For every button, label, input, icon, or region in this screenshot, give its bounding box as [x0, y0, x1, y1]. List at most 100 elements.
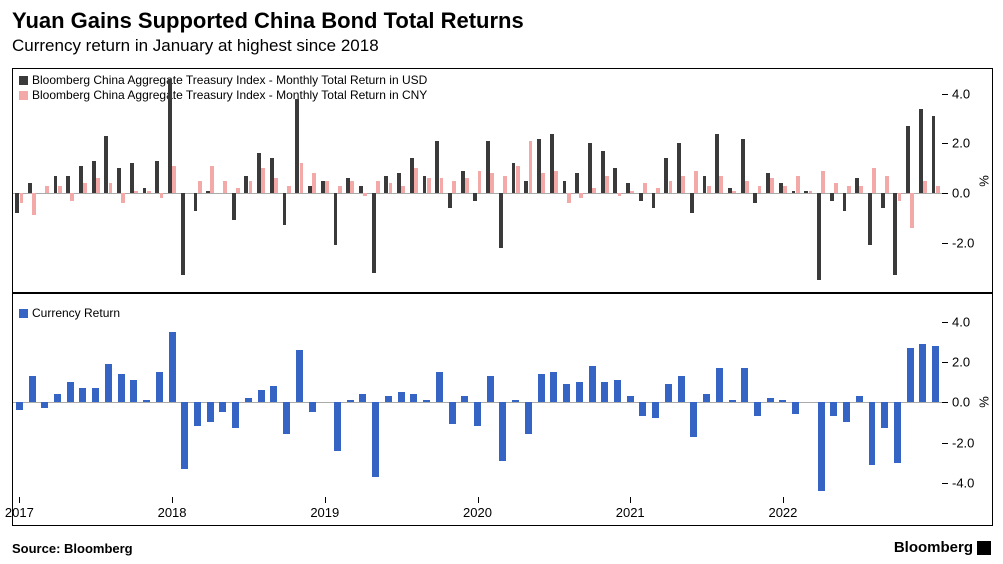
bar — [70, 193, 74, 200]
bar — [627, 396, 634, 402]
brand-icon — [977, 541, 991, 555]
bar — [563, 384, 570, 402]
bar — [525, 402, 532, 434]
bar — [172, 166, 176, 193]
bar — [67, 382, 74, 402]
bar — [219, 402, 226, 412]
bar — [134, 191, 138, 193]
yaxis-label-bottom: % — [977, 396, 992, 408]
ytick-mark — [942, 143, 948, 144]
bar — [618, 193, 622, 195]
bar — [16, 402, 23, 410]
bar — [758, 186, 762, 193]
bar — [885, 176, 889, 193]
bar — [499, 402, 506, 460]
bar — [66, 176, 70, 193]
bar — [770, 178, 774, 193]
bar — [427, 178, 431, 193]
bar — [325, 181, 329, 193]
bar — [656, 188, 660, 193]
bar — [843, 193, 847, 210]
bars-top — [13, 69, 942, 292]
zero-line — [13, 193, 942, 194]
bar — [130, 380, 137, 402]
plot-bottom — [13, 302, 942, 503]
bar — [45, 186, 49, 193]
bar — [550, 372, 557, 402]
ytick-label: 0.0 — [952, 395, 970, 410]
ytick-label: 2.0 — [952, 354, 970, 369]
bar — [613, 168, 617, 193]
bar — [669, 181, 673, 193]
bar — [589, 366, 596, 402]
bar — [767, 398, 774, 402]
bar — [372, 193, 376, 272]
bottom-panel: Currency Return % -4.0-2.00.02.04.0 — [13, 302, 992, 503]
ytick-label: -2.0 — [952, 435, 974, 450]
xtick-label: 2019 — [310, 505, 339, 520]
bar — [541, 173, 545, 193]
bar — [859, 186, 863, 193]
ytick-mark — [942, 483, 948, 484]
bar — [779, 400, 786, 402]
bar — [830, 402, 837, 416]
bar — [410, 394, 417, 402]
bar — [821, 171, 825, 193]
xtick-label: 2020 — [463, 505, 492, 520]
source-text: Source: Bloomberg — [12, 541, 133, 556]
bar — [830, 193, 834, 200]
bar — [881, 402, 888, 428]
bar — [907, 348, 914, 402]
yaxis-label-top: % — [977, 175, 992, 187]
bar — [274, 178, 278, 193]
bar — [20, 193, 24, 203]
bar — [753, 193, 757, 203]
bar — [732, 191, 736, 193]
bar — [41, 402, 48, 408]
bar — [210, 166, 214, 193]
top-panel: Bloomberg China Aggregate Treasury Index… — [13, 69, 992, 294]
bar — [223, 181, 227, 193]
bar — [232, 402, 239, 428]
bar — [932, 346, 939, 402]
bar — [283, 402, 290, 434]
bar — [652, 402, 659, 418]
bar — [894, 402, 901, 462]
bar — [690, 193, 694, 213]
bar — [54, 394, 61, 402]
bar — [741, 368, 748, 402]
bar — [401, 186, 405, 193]
bar — [83, 183, 87, 193]
bar — [529, 141, 533, 193]
xtick-mark — [325, 497, 326, 503]
bar — [923, 181, 927, 193]
bar — [796, 176, 800, 193]
bar — [414, 168, 418, 193]
bar — [809, 191, 813, 193]
bar — [818, 402, 825, 491]
bar — [690, 402, 697, 436]
xtick-label: 2022 — [768, 505, 797, 520]
xtick-mark — [783, 497, 784, 503]
bar — [92, 388, 99, 402]
bar — [538, 374, 545, 402]
yaxis-top: % -2.00.02.04.0 — [942, 69, 992, 292]
bar — [143, 400, 150, 402]
xtick-mark — [630, 497, 631, 503]
ytick-mark — [942, 402, 948, 403]
bar — [898, 193, 902, 200]
bar — [32, 193, 36, 215]
bar — [440, 178, 444, 193]
bar — [665, 384, 672, 402]
xtick-label: 2017 — [5, 505, 34, 520]
bar — [881, 193, 885, 208]
bar — [452, 181, 456, 193]
bar — [312, 173, 316, 193]
bar — [716, 368, 723, 402]
bar — [79, 388, 86, 402]
bar — [601, 382, 608, 402]
chart-container: Yuan Gains Supported China Bond Total Re… — [0, 0, 1003, 564]
bar — [376, 181, 380, 193]
bar — [270, 386, 277, 402]
ytick-mark — [942, 193, 948, 194]
